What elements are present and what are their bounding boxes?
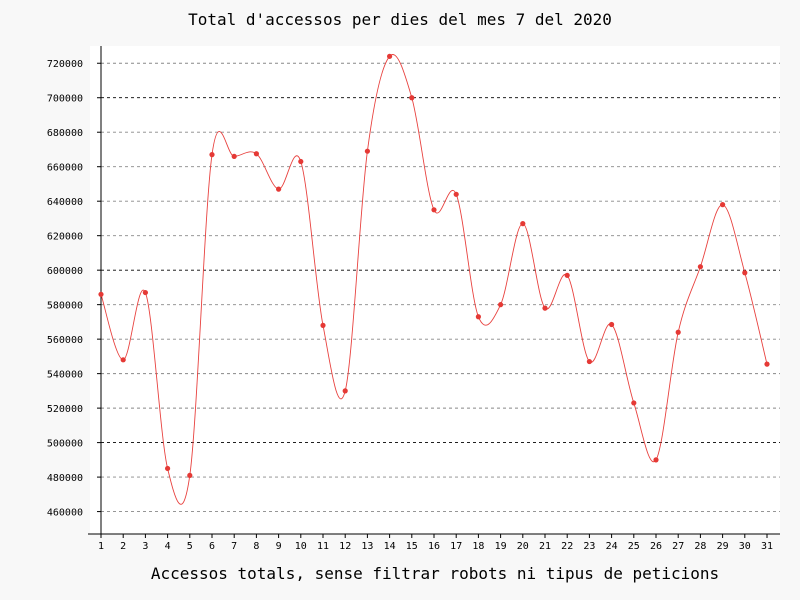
x-tick-label: 25: [628, 541, 640, 552]
x-tick-label: 29: [717, 541, 729, 552]
data-point: [542, 305, 548, 311]
data-point: [298, 158, 304, 165]
x-tick-label: 7: [231, 541, 237, 552]
x-tick-label: 11: [317, 541, 329, 552]
x-tick-label: 19: [495, 541, 507, 552]
x-tick-label: 10: [295, 541, 307, 552]
y-tick-label: 720000: [47, 59, 83, 70]
x-tick-label: 8: [253, 541, 259, 552]
plot-area: [90, 46, 780, 534]
grid-lines: [101, 62, 780, 513]
x-tick-label: 2: [120, 541, 126, 552]
x-tick-label: 21: [539, 541, 551, 552]
x-tick-label: 15: [406, 541, 418, 552]
y-tick-label: 700000: [47, 94, 83, 105]
x-tick-label: 24: [606, 541, 618, 552]
y-tick-label: 660000: [47, 163, 83, 174]
y-tick-label: 560000: [47, 335, 83, 346]
y-tick-label: 460000: [47, 508, 83, 519]
x-tick-label: 4: [165, 541, 171, 552]
data-point: [364, 148, 370, 154]
y-tick-label: 680000: [47, 128, 83, 139]
y-axis-ticks: 460000 480000 500000 520000 540000 560000 5800…: [47, 59, 101, 519]
x-tick-label: 6: [209, 541, 215, 552]
x-axis-ticks: 1 2 3 4 5 6 7 8 9 10 11 12 13 14 15 16 17 18 19 20 21 22 23 24 2…: [98, 534, 773, 552]
y-tick-label: 620000: [47, 232, 83, 243]
data-point: [209, 152, 215, 158]
x-tick-label: 23: [583, 541, 595, 552]
x-tick-label: 31: [761, 541, 773, 552]
x-tick-label: 9: [276, 541, 282, 552]
data-points: [98, 53, 770, 478]
x-tick-label: 12: [339, 541, 351, 552]
data-point: [231, 153, 237, 159]
y-tick-label: 580000: [47, 301, 83, 312]
x-tick-label: 30: [739, 541, 751, 552]
data-point: [653, 457, 659, 463]
x-axis-label: Accessos totals, sense filtrar robots ni…: [150, 564, 720, 583]
data-point: [720, 202, 726, 208]
data-point: [120, 357, 126, 363]
x-tick-label: 14: [384, 541, 396, 552]
x-tick-label: 1: [98, 541, 104, 552]
data-point: [564, 272, 570, 278]
x-tick-label: 13: [361, 541, 373, 552]
data-point: [98, 291, 104, 297]
data-point: [520, 221, 526, 227]
data-point: [586, 358, 593, 365]
data-point: [453, 191, 459, 197]
data-point: [253, 151, 259, 157]
data-point: [342, 388, 348, 394]
x-tick-label: 22: [561, 541, 573, 552]
data-point: [631, 400, 637, 406]
x-tick-label: 28: [694, 541, 706, 552]
data-point: [498, 302, 504, 308]
data-point: [387, 53, 393, 59]
y-tick-label: 480000: [47, 473, 83, 484]
x-tick-label: 27: [672, 541, 684, 552]
chart-title: Total d'accessos per dies del mes 7 del …: [188, 10, 612, 29]
x-tick-label: 18: [472, 541, 484, 552]
y-tick-label: 600000: [47, 266, 83, 277]
x-tick-label: 5: [187, 541, 193, 552]
data-point: [187, 472, 193, 478]
data-point: [475, 314, 481, 320]
data-point: [609, 321, 615, 328]
y-tick-label: 640000: [47, 197, 83, 208]
x-tick-label: 3: [142, 541, 148, 552]
y-tick-label: 500000: [47, 439, 83, 450]
data-point: [764, 361, 770, 367]
data-point: [675, 329, 681, 335]
data-point: [742, 270, 748, 276]
y-tick-label: 540000: [47, 370, 83, 381]
x-tick-label: 20: [517, 541, 529, 552]
data-point: [165, 465, 171, 472]
data-point: [431, 207, 437, 213]
data-point: [142, 289, 148, 296]
x-tick-label: 26: [650, 541, 662, 552]
x-tick-label: 17: [450, 541, 462, 552]
data-point: [697, 264, 704, 270]
data-point: [320, 322, 326, 328]
y-tick-label: 520000: [47, 404, 83, 415]
data-point: [409, 95, 415, 101]
data-point: [276, 186, 282, 192]
x-tick-label: 16: [428, 541, 440, 552]
